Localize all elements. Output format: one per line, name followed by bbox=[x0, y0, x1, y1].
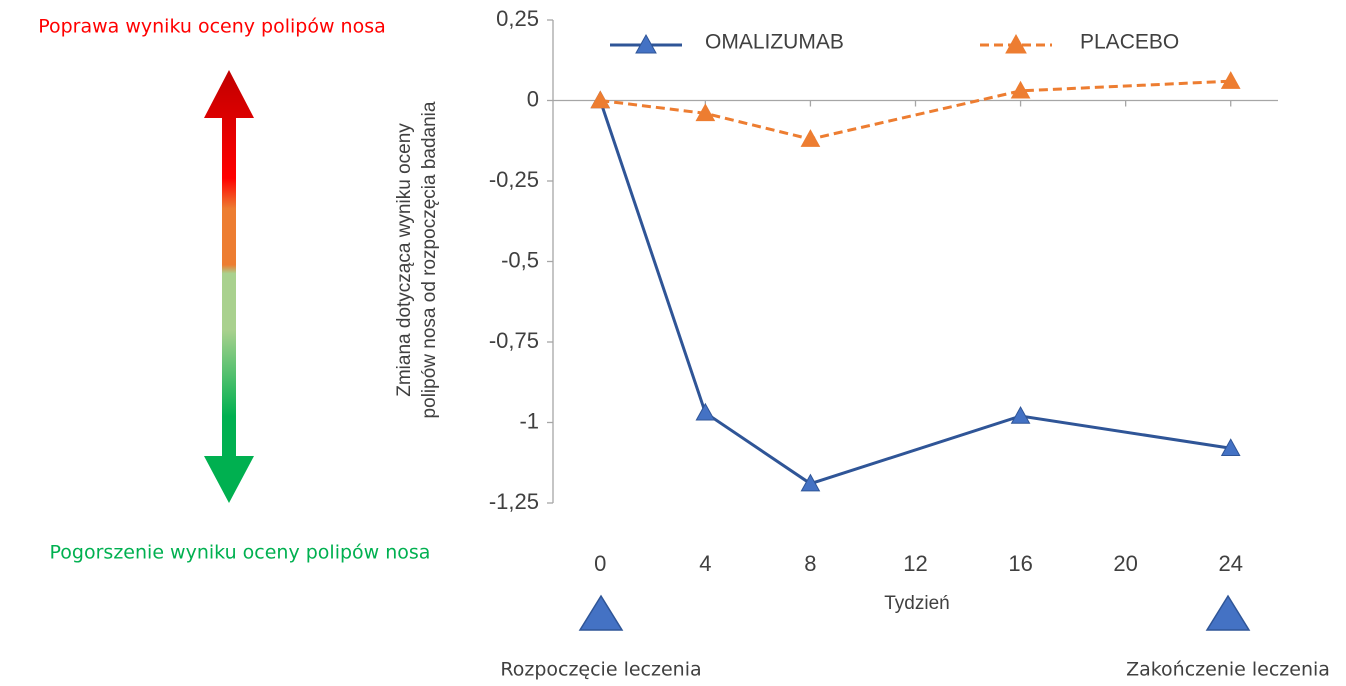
y-axis-title: Zmiana dotycząca wyniku oceny bbox=[394, 123, 415, 397]
point-marker bbox=[695, 103, 716, 122]
y-tick-label: -1 bbox=[519, 408, 539, 433]
series-line bbox=[598, 100, 1231, 486]
y-tick-label: -1,25 bbox=[489, 489, 539, 514]
x-tick-label: 12 bbox=[903, 551, 927, 576]
x-tick-label: 8 bbox=[804, 551, 816, 576]
y-axis-title: polipów nosa od rozpoczęcia badania bbox=[419, 101, 440, 418]
x-tick-label: 16 bbox=[1008, 551, 1032, 576]
x-tick-label: 0 bbox=[594, 551, 606, 576]
legend-marker bbox=[635, 33, 657, 54]
point-marker bbox=[1220, 438, 1241, 456]
legend-label: OMALIZUMAB bbox=[705, 31, 844, 54]
y-tick-label: -0,5 bbox=[501, 247, 539, 272]
x-axis-title: Tydzień bbox=[884, 593, 949, 614]
start-marker bbox=[578, 594, 624, 631]
end-label: Zakończenie leczenia bbox=[1126, 659, 1330, 681]
end-marker bbox=[1205, 594, 1251, 631]
x-tick-label: 4 bbox=[699, 551, 711, 576]
worsening-label: Pogorszenie wyniku oceny polipów nosa bbox=[50, 542, 431, 564]
legend-label: PLACEBO bbox=[1080, 31, 1179, 54]
legend-marker bbox=[1005, 33, 1027, 54]
y-tick-label: 0 bbox=[527, 86, 539, 111]
direction-arrow bbox=[204, 70, 254, 503]
x-tick-label: 20 bbox=[1113, 551, 1137, 576]
y-tick-label: 0,25 bbox=[496, 6, 539, 31]
start-label: Rozpoczęcie leczenia bbox=[500, 659, 701, 681]
y-tick-label: -0,75 bbox=[489, 328, 539, 353]
point-marker bbox=[1010, 406, 1031, 424]
point-marker bbox=[800, 473, 821, 492]
y-tick-label: -0,25 bbox=[489, 167, 539, 192]
point-marker bbox=[695, 402, 716, 421]
x-tick-label: 24 bbox=[1218, 551, 1242, 576]
point-marker bbox=[800, 129, 821, 147]
point-marker bbox=[590, 90, 611, 109]
series-line bbox=[600, 79, 1231, 141]
point-marker bbox=[1220, 71, 1241, 89]
improvement-label: Poprawa wyniku oceny polipów nosa bbox=[38, 16, 386, 38]
point-marker bbox=[1010, 80, 1031, 99]
